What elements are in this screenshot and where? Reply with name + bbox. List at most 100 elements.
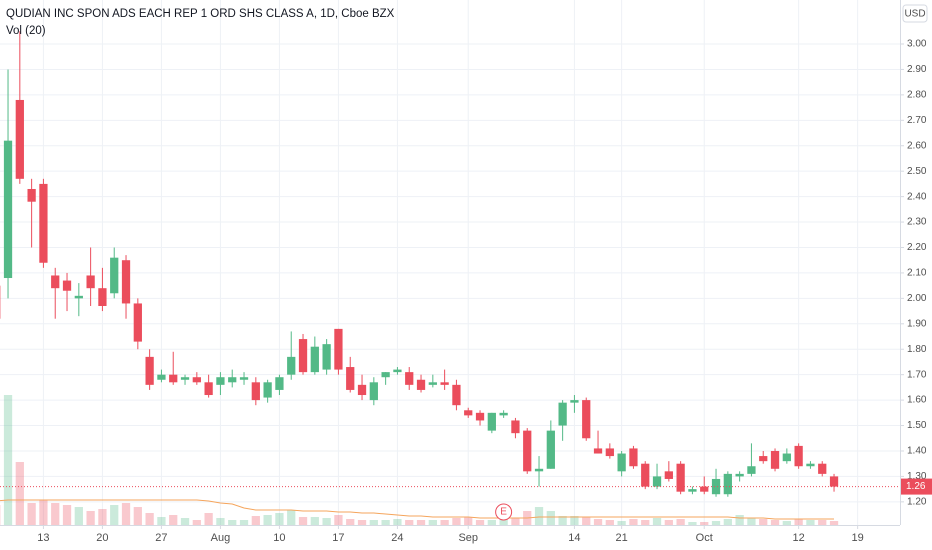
candle-body bbox=[263, 382, 272, 398]
candle-body bbox=[39, 183, 48, 263]
y-tick-label: 2.80 bbox=[907, 90, 927, 101]
volume-bar bbox=[169, 515, 178, 525]
volume-bar bbox=[723, 519, 732, 525]
volume-bar bbox=[74, 507, 83, 525]
currency: USD bbox=[904, 9, 925, 20]
volume-bar bbox=[676, 519, 685, 525]
volume-bar bbox=[263, 515, 272, 525]
volume-bar bbox=[27, 503, 36, 525]
volume-bar bbox=[204, 513, 213, 525]
y-tick-label: 2.00 bbox=[907, 293, 927, 304]
candle-body bbox=[405, 372, 414, 385]
candle-body bbox=[499, 412, 508, 416]
volume-bar bbox=[617, 521, 626, 525]
y-tick-label: 2.40 bbox=[907, 191, 927, 202]
x-tick-label: 10 bbox=[273, 532, 285, 544]
candle-body bbox=[617, 453, 626, 472]
candle-body bbox=[475, 412, 485, 421]
candle-body bbox=[3, 140, 13, 279]
candle-body bbox=[62, 280, 72, 291]
candle-body bbox=[558, 402, 567, 426]
candle-body bbox=[228, 377, 237, 383]
candle-body bbox=[546, 430, 555, 469]
volume-bar bbox=[51, 503, 60, 525]
x-tick-label: 20 bbox=[96, 532, 108, 544]
y-tick-label: 1.30 bbox=[907, 471, 927, 482]
volume-bar bbox=[747, 518, 756, 525]
volume-bar bbox=[275, 513, 284, 525]
volume-bar bbox=[405, 520, 414, 525]
volume-label: Vol (20) bbox=[6, 25, 46, 37]
volume-bar bbox=[393, 519, 402, 525]
candle-body bbox=[157, 374, 166, 380]
candle-body bbox=[287, 356, 296, 375]
volume-bar bbox=[475, 520, 485, 525]
candle-body bbox=[487, 412, 496, 431]
candle-body bbox=[582, 400, 591, 439]
candle-body bbox=[15, 99, 24, 179]
volume-bar bbox=[180, 518, 190, 525]
y-tick-label: 3.00 bbox=[907, 39, 927, 50]
volume-bar bbox=[534, 507, 544, 525]
volume-bar bbox=[487, 520, 496, 525]
candle-body bbox=[334, 328, 343, 370]
y-tick-label: 2.20 bbox=[907, 242, 927, 253]
candle-body bbox=[74, 295, 83, 299]
candle-body bbox=[534, 468, 544, 472]
x-tick-label: Aug bbox=[211, 532, 231, 544]
candle-body bbox=[818, 463, 827, 474]
volume-bar bbox=[794, 519, 803, 525]
candle-body bbox=[759, 456, 768, 462]
volume-bar bbox=[806, 520, 815, 525]
candle-body bbox=[369, 382, 378, 401]
volume-bar bbox=[3, 395, 13, 525]
candle-body bbox=[192, 377, 201, 383]
y-tick-label: 1.60 bbox=[907, 395, 927, 406]
volume-bar bbox=[192, 520, 201, 525]
candle-body bbox=[570, 400, 579, 403]
volume-bar bbox=[15, 462, 24, 525]
x-tick-label: Oct bbox=[696, 532, 713, 544]
volume-bar bbox=[157, 517, 166, 525]
candle-body bbox=[652, 476, 662, 487]
candle-body bbox=[322, 344, 331, 370]
y-tick-label: 1.20 bbox=[907, 496, 927, 507]
volume-bar bbox=[357, 520, 367, 525]
volume-ma-line bbox=[0, 499, 834, 520]
x-tick-label: 24 bbox=[391, 532, 403, 544]
candle-body bbox=[629, 448, 638, 467]
candle-body bbox=[416, 379, 426, 390]
currency-box[interactable] bbox=[902, 4, 928, 23]
x-tick-label: 27 bbox=[155, 532, 167, 544]
candle-body bbox=[204, 382, 213, 396]
candle-body bbox=[723, 473, 732, 495]
volume-bar bbox=[39, 500, 48, 525]
y-tick-label: 1.40 bbox=[907, 446, 927, 457]
candle-body bbox=[310, 346, 319, 373]
volume-bar bbox=[310, 517, 319, 525]
volume-bar bbox=[440, 520, 449, 525]
volume-bar bbox=[546, 511, 555, 525]
event-label: E bbox=[500, 507, 507, 518]
candle-body bbox=[110, 257, 119, 294]
volume-bar bbox=[322, 518, 331, 525]
volume-bar bbox=[759, 519, 768, 525]
candle-body bbox=[145, 356, 154, 385]
candle-body bbox=[27, 188, 36, 202]
volume-bar bbox=[334, 515, 343, 525]
candle-body bbox=[605, 448, 614, 457]
candle-body bbox=[251, 382, 260, 401]
volume-bar bbox=[228, 520, 237, 525]
volume-bar bbox=[511, 518, 520, 525]
volume-bar bbox=[818, 520, 827, 525]
x-tick-label: 21 bbox=[616, 532, 628, 544]
volume-bar bbox=[688, 522, 697, 525]
volume-bar bbox=[428, 520, 437, 525]
candle-body bbox=[676, 463, 685, 492]
y-tick-label: 2.70 bbox=[907, 115, 927, 126]
candle-body bbox=[782, 453, 791, 462]
candle-body bbox=[216, 377, 225, 385]
volume-bar bbox=[121, 503, 131, 525]
y-tick-label: 2.50 bbox=[907, 166, 927, 177]
